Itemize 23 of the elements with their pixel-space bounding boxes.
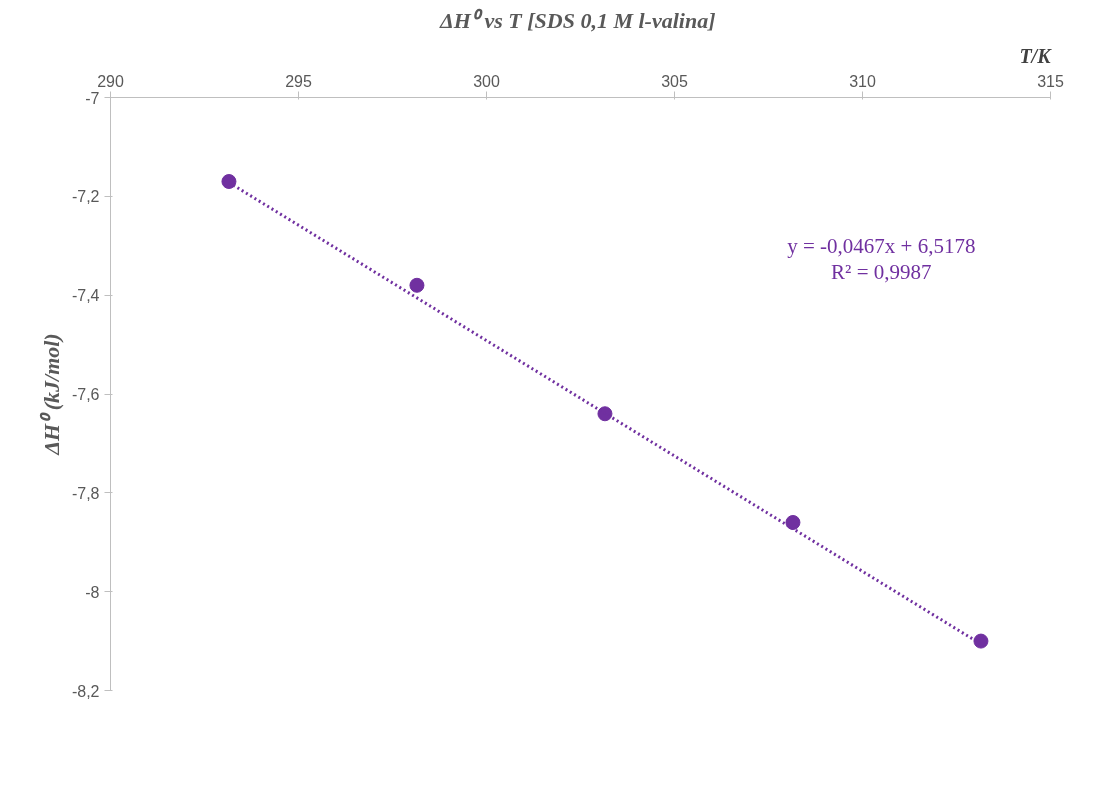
- y-tick-label: -7,6: [71, 386, 100, 403]
- x-tick-label: 295: [285, 72, 312, 90]
- x-tick-label: 315: [1037, 72, 1064, 90]
- x-axis-title: T/K: [1019, 44, 1053, 67]
- point: [409, 277, 425, 293]
- point: [221, 174, 237, 189]
- x-tick-label: 290: [97, 72, 124, 90]
- point: [597, 406, 613, 422]
- annotation: y = -0,0467x + 6,5178: [787, 233, 976, 258]
- point: [785, 515, 801, 530]
- y-tick-label: -8: [85, 583, 100, 601]
- annotation: R² = 0,9987: [831, 260, 932, 285]
- point: [973, 633, 989, 649]
- y-tick-label: -7,2: [71, 188, 100, 206]
- x-tick-label: 300: [473, 72, 500, 90]
- y-axis-title: ΔH⁰ (kJ/mol): [38, 333, 64, 456]
- x-tick-label: 305: [661, 72, 688, 90]
- y-tick-label: -8,2: [71, 682, 100, 700]
- y-tick-label: -7,8: [71, 484, 100, 502]
- x-tick-label: 310: [849, 72, 876, 90]
- chart-title: ΔH⁰ vs T [SDS 0,1 M l-valina]: [439, 7, 716, 33]
- y-tick-label: -7: [85, 89, 100, 107]
- y-tick-label: -7,4: [71, 287, 100, 305]
